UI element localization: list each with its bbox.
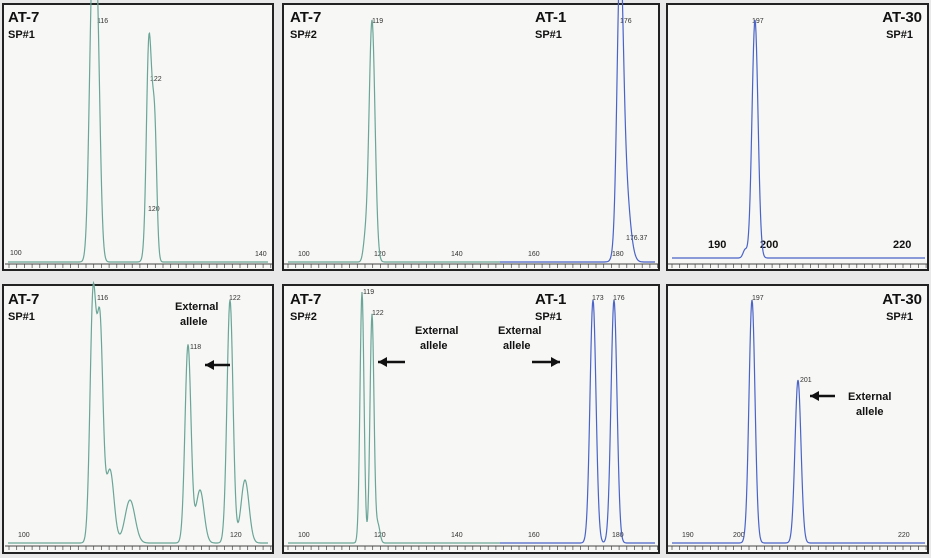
label: 120	[374, 532, 386, 539]
label: 176	[613, 295, 625, 302]
trace	[672, 19, 925, 259]
label: SP#2	[290, 311, 317, 323]
label: 176	[620, 18, 632, 25]
label: 180	[612, 251, 624, 258]
label: SP#2	[290, 29, 317, 41]
label: SP#1	[8, 311, 35, 323]
label: 116	[97, 18, 108, 25]
label: 122	[229, 295, 241, 302]
label: 197	[752, 18, 764, 25]
label: allele	[180, 316, 208, 328]
trace	[288, 291, 500, 544]
label: 100	[298, 251, 310, 258]
label: 120	[148, 206, 160, 213]
label: SP#1	[886, 311, 913, 323]
label: 200	[733, 532, 745, 539]
arrow-head	[205, 360, 214, 370]
label: SP#1	[535, 311, 562, 323]
label: allele	[503, 340, 531, 352]
label: allele	[420, 340, 448, 352]
label: External	[498, 325, 541, 337]
label: 122	[372, 310, 384, 317]
panel-frame	[282, 284, 660, 554]
label: 201	[800, 377, 812, 384]
label: 200	[760, 239, 778, 251]
arrow-head	[810, 391, 819, 401]
trace	[500, 0, 655, 263]
label: AT-7	[8, 9, 39, 26]
arrow-head	[378, 357, 387, 367]
trace	[672, 299, 925, 544]
trace	[8, 280, 268, 544]
trace	[8, 0, 268, 263]
label: 173	[592, 295, 604, 302]
label: 180	[612, 532, 624, 539]
label: 118	[190, 344, 201, 351]
label: 220	[898, 532, 910, 539]
panel-frame	[2, 3, 274, 271]
panel-frame	[2, 284, 274, 554]
label: 122	[150, 76, 162, 83]
label: 160	[528, 532, 540, 539]
label: 100	[10, 250, 22, 257]
label: 140	[255, 251, 267, 258]
label: 119	[363, 289, 374, 296]
label: SP#1	[886, 29, 913, 41]
label: AT-30	[882, 9, 922, 26]
label: 176.37	[626, 235, 648, 242]
label: 160	[528, 251, 540, 258]
label: 116	[97, 295, 108, 302]
label: 120	[230, 532, 242, 539]
label: AT-7	[8, 291, 39, 308]
label: AT-7	[290, 9, 321, 26]
label: AT-1	[535, 291, 566, 308]
label: 100	[298, 532, 310, 539]
panel-frame	[666, 3, 929, 271]
label: 190	[682, 532, 694, 539]
trace	[288, 19, 500, 263]
label: AT-30	[882, 291, 922, 308]
label: External	[175, 301, 218, 313]
label: 119	[372, 18, 383, 25]
label: 220	[893, 239, 911, 251]
label: External	[848, 391, 891, 403]
arrow-head	[551, 357, 560, 367]
label: allele	[856, 406, 884, 418]
trace	[500, 299, 655, 544]
label: SP#1	[8, 29, 35, 41]
label: External	[415, 325, 458, 337]
label: AT-1	[535, 9, 566, 26]
label: 140	[451, 251, 463, 258]
label: SP#1	[535, 29, 562, 41]
panel-frame	[282, 3, 660, 271]
label: 140	[451, 532, 463, 539]
label: 190	[708, 239, 726, 251]
panel-frame	[666, 284, 929, 554]
label: 100	[18, 532, 30, 539]
label: AT-7	[290, 291, 321, 308]
label: 197	[752, 295, 764, 302]
